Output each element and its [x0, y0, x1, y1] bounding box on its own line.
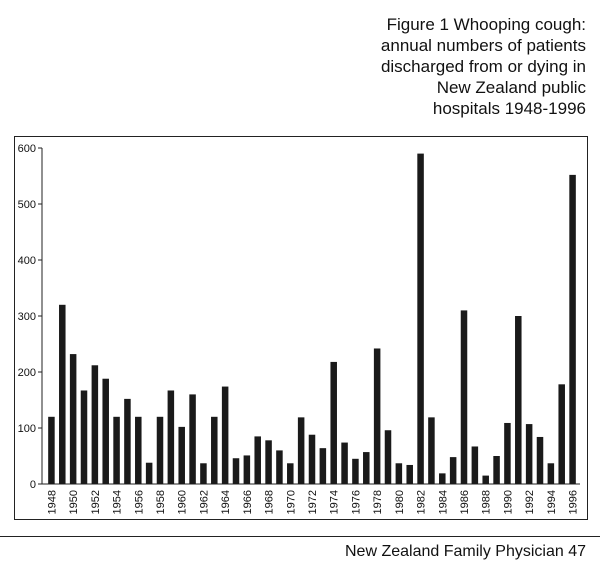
bar: [471, 446, 479, 484]
bar: [254, 436, 261, 484]
y-tick-label: 100: [18, 423, 36, 435]
bar: [439, 473, 446, 484]
y-tick-label: 500: [18, 199, 36, 211]
x-tick-label: 1956: [133, 490, 145, 514]
x-tick-label: 1986: [459, 490, 471, 514]
bar: [297, 417, 305, 484]
y-tick-label: 200: [18, 367, 36, 379]
bar: [232, 458, 240, 484]
bar: [200, 463, 207, 484]
figure-title: Figure 1 Whooping cough: annual numbers …: [286, 14, 586, 119]
bar: [460, 310, 468, 484]
y-tick-label: 0: [30, 479, 36, 491]
bar: [525, 424, 533, 484]
x-tick-label: 1954: [112, 490, 124, 514]
bar: [102, 378, 109, 484]
bar: [145, 462, 153, 484]
figure-title-line: discharged from or dying in: [380, 57, 586, 76]
bar-chart: 0 100 200 300 400 500 600 1948 1950 1952 1954 1956 1…: [14, 136, 588, 520]
chart: 0 100 200 300 400 500 600 1948 1950 1952 1954 1956 1…: [14, 136, 588, 520]
bar: [330, 361, 337, 484]
bar: [113, 416, 120, 484]
x-tick-label: 1978: [372, 490, 384, 514]
bar: [189, 394, 196, 484]
bar: [384, 430, 392, 484]
x-tick-label: 1984: [437, 490, 449, 514]
bar: [265, 440, 272, 484]
x-tick-label: 1990: [502, 490, 514, 514]
y-tick-label: 300: [18, 311, 36, 323]
footer-caption: New Zealand Family Physician 47: [345, 543, 586, 560]
x-tick-label: 1996: [568, 490, 580, 514]
bar: [395, 463, 403, 484]
bar: [341, 442, 348, 484]
chart-frame: [14, 136, 588, 520]
bar: [352, 458, 359, 484]
bar: [482, 475, 489, 484]
x-tick-label: 1948: [46, 490, 58, 514]
x-tick-label: 1976: [350, 490, 362, 514]
bar: [417, 153, 424, 484]
bar: [178, 426, 185, 484]
bar: [536, 436, 544, 484]
bar: [167, 390, 175, 484]
figure-title-line: Figure 1 Whooping cough:: [386, 15, 586, 34]
bar: [319, 448, 327, 484]
bar: [135, 416, 142, 484]
bar: [493, 456, 500, 484]
x-tick-label: 1960: [177, 490, 189, 514]
x-tick-label: 1958: [155, 490, 167, 514]
bar: [363, 452, 370, 484]
x-tick-label: 1974: [329, 490, 341, 514]
bar: [80, 390, 88, 484]
x-tick-label: 1952: [90, 490, 102, 514]
footer-rule: [0, 536, 600, 537]
x-tick-label: 1966: [242, 490, 254, 514]
x-tick-label: 1982: [416, 490, 428, 514]
bar: [221, 386, 229, 484]
x-tick-label: 1970: [285, 490, 297, 514]
bar: [211, 416, 218, 484]
bar: [59, 304, 66, 484]
bar: [428, 417, 435, 484]
bar: [91, 365, 99, 484]
bar: [287, 463, 294, 484]
bar: [504, 422, 511, 484]
x-tick-label: 1964: [220, 490, 232, 514]
x-tick-label: 1980: [394, 490, 406, 514]
bar: [243, 455, 251, 484]
x-tick-label: 1992: [524, 490, 536, 514]
bar: [373, 348, 381, 484]
bar: [558, 384, 565, 484]
bar: [515, 316, 522, 484]
y-tick-label: 600: [18, 143, 36, 155]
x-tick-label: 1968: [264, 490, 276, 514]
x-tick-label: 1988: [481, 490, 493, 514]
x-tick-label: 1962: [198, 490, 210, 514]
x-tick-label: 1994: [546, 490, 558, 514]
bar: [547, 463, 555, 484]
bar: [276, 450, 283, 484]
bar: [449, 457, 457, 484]
bar: [308, 434, 316, 484]
bar: [124, 398, 131, 484]
bar: [569, 174, 576, 484]
x-tick-label: 1972: [307, 490, 319, 514]
x-tick-label: 1950: [68, 490, 80, 514]
bar: [156, 416, 164, 484]
bar: [69, 354, 77, 484]
figure-title-line: hospitals 1948-1996: [432, 99, 586, 118]
y-tick-label: 400: [18, 255, 36, 267]
figure-title-line: annual numbers of patients: [380, 36, 586, 55]
bar: [48, 416, 55, 484]
bar: [406, 464, 413, 484]
figure-title-line: New Zealand public: [436, 78, 586, 97]
